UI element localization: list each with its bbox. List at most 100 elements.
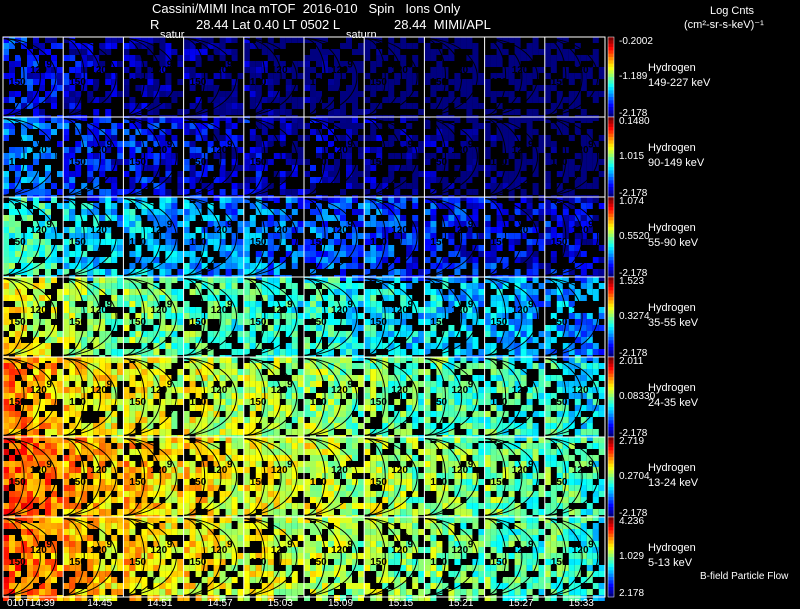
heatmap-cell — [328, 67, 334, 73]
heatmap-cell — [496, 103, 503, 109]
heatmap-cell — [285, 171, 292, 177]
contour-label: 9 — [588, 299, 594, 310]
heatmap-cell — [436, 103, 443, 109]
heatmap-cell — [33, 269, 39, 275]
heatmap-cell — [123, 43, 130, 49]
heatmap-cell — [93, 283, 100, 289]
heatmap-cell — [189, 183, 196, 189]
heatmap-cell — [502, 49, 509, 55]
heatmap-cell — [117, 153, 124, 159]
heatmap-cell — [442, 203, 449, 209]
heatmap-cell — [57, 245, 63, 251]
heatmap-cell — [225, 73, 232, 79]
heatmap-cell — [141, 43, 148, 49]
heatmap-cell — [63, 375, 70, 381]
heatmap-cell — [75, 171, 82, 177]
heatmap-cell — [538, 343, 545, 349]
heatmap-cell — [508, 319, 515, 325]
heatmap-cell — [430, 301, 437, 307]
heatmap-cell — [123, 375, 130, 381]
heatmap-cell — [514, 307, 521, 313]
heatmap-cell — [105, 423, 112, 429]
heatmap-cell — [382, 221, 389, 227]
heatmap-cell — [532, 73, 539, 79]
heatmap-cell — [177, 349, 184, 355]
heatmap-cell — [189, 369, 196, 375]
angle-contour — [243, 38, 282, 116]
heatmap-cell — [496, 337, 503, 343]
heatmap-cell — [472, 197, 479, 203]
heatmap-cell — [243, 85, 250, 91]
heatmap-cell — [33, 141, 39, 147]
heatmap-cell — [448, 295, 455, 301]
colorbar-segment — [608, 347, 614, 351]
angle-contour — [2, 118, 41, 196]
colorbar-segment — [608, 127, 614, 131]
heatmap-cell — [478, 103, 485, 109]
heatmap-cell — [394, 183, 401, 189]
heatmap-cell — [33, 289, 39, 295]
heatmap-cell — [87, 203, 94, 209]
heatmap-cell — [490, 343, 497, 349]
heatmap-cell — [213, 147, 220, 153]
angle-contour — [123, 198, 145, 276]
heatmap-cell — [424, 369, 431, 375]
heatmap-cell — [147, 319, 154, 325]
heatmap-cell — [526, 313, 533, 319]
heatmap-cell — [255, 147, 262, 153]
heatmap-cell — [532, 159, 539, 165]
heatmap-cell — [117, 239, 124, 245]
heatmap-cell — [370, 43, 377, 49]
contour-label: 120 — [90, 305, 107, 316]
heatmap-cell — [388, 115, 395, 121]
heatmap-cell — [316, 331, 322, 337]
heatmap-cell — [159, 245, 166, 251]
heatmap-cell — [448, 381, 455, 387]
heatmap-cell — [243, 375, 250, 381]
heatmap-cell — [466, 251, 473, 257]
heatmap-cell — [129, 393, 136, 399]
heatmap-cell — [406, 343, 413, 349]
contour-label: 150 — [370, 397, 387, 408]
heatmap-cell — [520, 165, 527, 171]
heatmap-cell — [526, 91, 533, 97]
heatmap-cell — [231, 387, 238, 393]
heatmap-cell — [568, 349, 575, 355]
heatmap-cell — [189, 115, 196, 121]
heatmap-cell — [586, 313, 593, 319]
heatmap-cell — [472, 381, 479, 387]
heatmap-cell — [249, 79, 256, 85]
heatmap-cell — [69, 313, 76, 319]
heatmap-cell — [478, 165, 485, 171]
heatmap-cell — [3, 387, 9, 393]
heatmap-cell — [508, 245, 515, 251]
heatmap-cell — [207, 429, 214, 435]
heatmap-cell — [207, 257, 214, 263]
heatmap-cell — [568, 307, 575, 313]
heatmap-cell — [502, 257, 509, 263]
heatmap-cell — [436, 165, 443, 171]
heatmap-cell — [466, 313, 473, 319]
heatmap-cell — [255, 135, 262, 141]
angle-contour — [2, 198, 25, 276]
heatmap-cell — [21, 263, 27, 269]
heatmap-cell — [364, 177, 371, 183]
heatmap-cell — [75, 245, 82, 251]
heatmap-cell — [225, 177, 232, 183]
heatmap-cell — [406, 263, 413, 269]
heatmap-cell — [243, 263, 250, 269]
heatmap-cell — [117, 141, 124, 147]
heatmap-cell — [430, 423, 437, 429]
heatmap-cell — [75, 159, 82, 165]
heatmap-cell — [141, 289, 148, 295]
heatmap-cell — [430, 227, 437, 233]
heatmap-cell — [400, 203, 407, 209]
contour-label: 150 — [430, 77, 447, 88]
contour-label: 120 — [30, 385, 47, 396]
heatmap-cell — [412, 423, 419, 429]
heatmap-cell — [111, 215, 118, 221]
heatmap-cell — [9, 233, 15, 239]
angle-contour — [364, 118, 403, 196]
heatmap-cell — [316, 49, 322, 55]
heatmap-cell — [267, 251, 274, 257]
